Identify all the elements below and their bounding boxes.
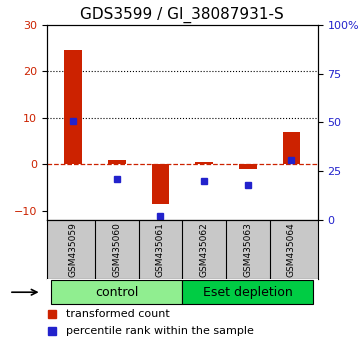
Text: Eset depletion: Eset depletion <box>203 286 293 299</box>
Text: GSM435061: GSM435061 <box>156 222 165 277</box>
Text: GSM435059: GSM435059 <box>69 222 78 277</box>
Bar <box>283 132 300 164</box>
Bar <box>195 162 213 164</box>
Text: transformed count: transformed count <box>66 309 170 319</box>
Text: GSM435062: GSM435062 <box>200 222 209 277</box>
FancyBboxPatch shape <box>51 280 182 304</box>
FancyBboxPatch shape <box>182 280 313 304</box>
Text: control: control <box>95 286 139 299</box>
Text: GSM435063: GSM435063 <box>243 222 252 277</box>
Bar <box>239 164 257 169</box>
Title: GDS3599 / GI_38087931-S: GDS3599 / GI_38087931-S <box>81 7 284 23</box>
Text: GSM435064: GSM435064 <box>287 222 296 277</box>
Text: GSM435060: GSM435060 <box>112 222 121 277</box>
Bar <box>152 164 169 204</box>
Bar <box>64 50 82 164</box>
Text: percentile rank within the sample: percentile rank within the sample <box>66 326 254 336</box>
Bar <box>108 160 126 164</box>
